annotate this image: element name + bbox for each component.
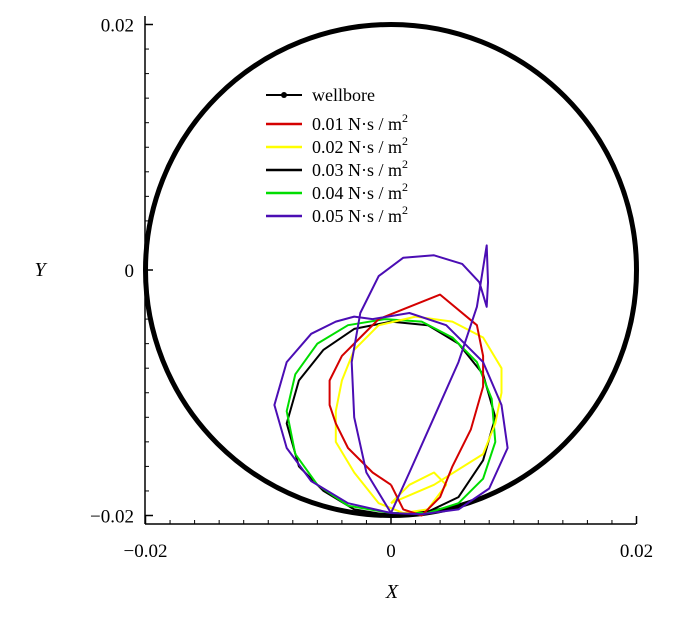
legend-label-wellbore: wellbore xyxy=(312,85,375,105)
y-tick-label: 0.02 xyxy=(101,16,134,37)
x-tick-label: 0 xyxy=(386,541,396,562)
y-tick-label: −0.02 xyxy=(90,507,134,528)
x-tick-label: −0.02 xyxy=(124,541,168,562)
legend-marker-wellbore xyxy=(281,92,287,98)
x-axis-title: X xyxy=(385,581,399,603)
legend-label-0.01: 0.01 N·s / m2 xyxy=(312,111,408,134)
legend-label-0.04: 0.04 N·s / m2 xyxy=(312,180,408,203)
legend-label-0.02: 0.02 N·s / m2 xyxy=(312,134,408,157)
x-tick-label: 0.02 xyxy=(620,541,653,562)
legend: wellbore 0.01 N·s / m20.02 N·s / m20.03 N… xyxy=(266,85,408,226)
axes: −0.02 0 0.02 −0.02 0 0.02 xyxy=(90,16,653,563)
wellbore-circle xyxy=(143,22,639,518)
y-tick-label: 0 xyxy=(125,261,135,282)
plot-area xyxy=(143,22,639,518)
y-axis-title: Y xyxy=(34,259,47,281)
legend-label-0.03: 0.03 N·s / m2 xyxy=(312,157,408,180)
series-line-0.02 xyxy=(334,315,503,514)
series-line-0.01 xyxy=(328,293,485,517)
legend-label-0.05: 0.05 N·s / m2 xyxy=(312,203,408,226)
series-line-0.05 xyxy=(273,244,509,516)
